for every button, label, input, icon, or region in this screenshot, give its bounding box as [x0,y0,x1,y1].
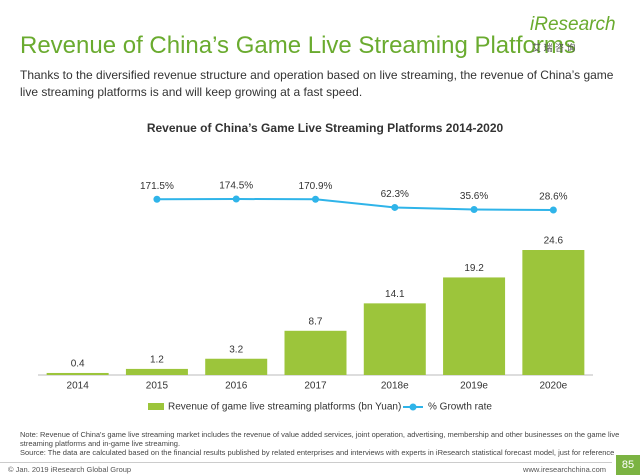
page-number: 85 [616,455,640,475]
bar [284,330,347,375]
growth-marker [153,195,161,203]
url: www.iresearchchina.com [523,465,606,474]
bar [443,277,506,375]
legend-swatch [148,403,164,410]
bar-label: 19.2 [464,263,484,274]
x-tick-label: 2018e [381,381,409,392]
source: Source: The data are calculated based on… [20,448,615,457]
growth-label: 35.6% [460,191,488,202]
bar-label: 8.7 [309,316,323,327]
growth-label: 171.5% [140,181,174,192]
bar-label: 24.6 [544,236,564,247]
x-tick-label: 2019e [460,381,488,392]
chart-title: Revenue of China’s Game Live Streaming P… [147,121,504,135]
copyright: © Jan. 2019 iResearch Global Group [8,465,132,474]
growth-label: 62.3% [381,189,409,200]
bar [46,372,109,375]
growth-marker [470,205,478,213]
legend-label: % Growth rate [428,402,492,413]
subtitle: Thanks to the diversified revenue struct… [20,68,614,99]
notes: Note: Revenue of China's game live strea… [20,430,620,457]
x-tick-label: 2015 [146,381,169,392]
x-tick-label: 2016 [225,381,248,392]
growth-marker [391,203,399,211]
x-tick-label: 2020e [539,381,567,392]
bar-label: 0.4 [71,359,85,370]
x-tick-label: 2017 [304,381,327,392]
slide-title: Revenue of China’s Game Live Streaming P… [20,32,576,59]
growth-label: 174.5% [219,181,253,192]
growth-marker [312,195,319,203]
footer-rule [0,462,612,463]
bar-label: 14.1 [385,289,405,300]
bar-label: 1.2 [150,355,164,366]
growth-label: 28.6% [539,192,567,203]
bar [205,358,268,375]
chart: Revenue of China’s Game Live Streaming P… [38,121,593,413]
logo-cn: 艾 瑞 咨 询 [532,43,576,53]
bar-label: 3.2 [229,344,243,355]
logo: iResearch [530,14,616,35]
bar [125,368,188,375]
x-tick-label: 2014 [67,381,90,392]
legend-marker [409,403,417,411]
bar [363,303,426,375]
growth-marker [232,195,240,203]
legend-label: Revenue of game live streaming platforms… [168,402,401,413]
growth-marker [549,206,557,214]
growth-label: 170.9% [299,181,333,192]
growth-line [156,197,554,211]
note: Note: Revenue of China's game live strea… [20,430,620,448]
bar [522,250,585,375]
